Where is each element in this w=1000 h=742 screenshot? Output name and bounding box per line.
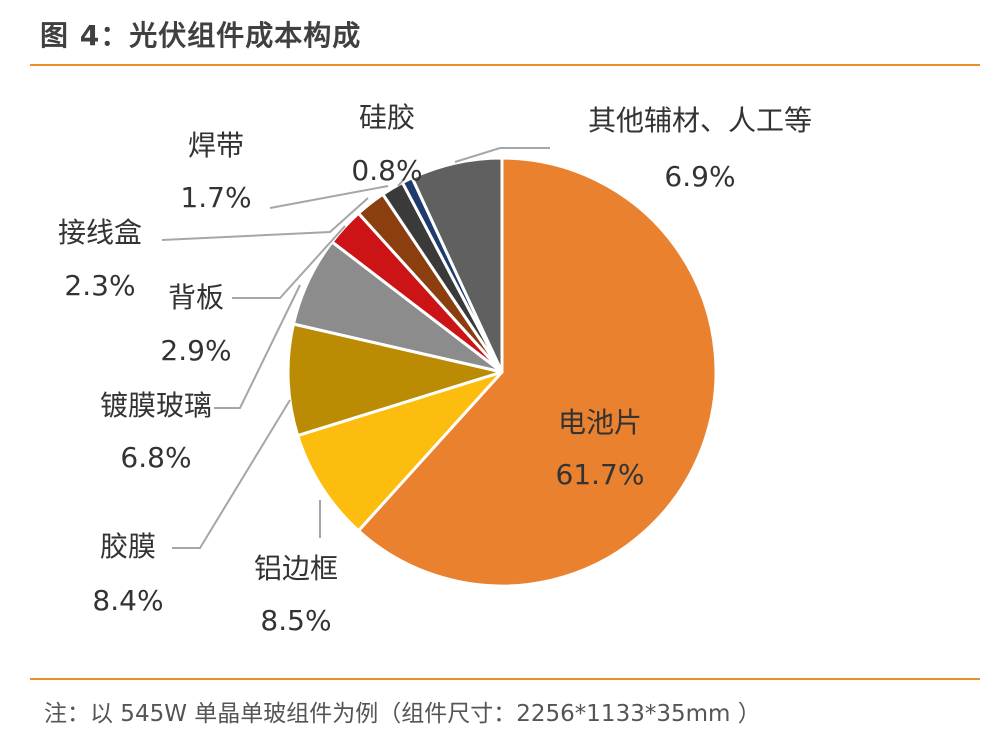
slice-4-value-label: 6.8% <box>120 441 191 474</box>
pie-slices <box>286 156 718 588</box>
slice-8-leader-line <box>397 177 406 187</box>
title-divider <box>30 64 980 66</box>
slice-5-category-label: 背板 <box>168 281 224 314</box>
slice-4-leader-line <box>214 284 301 409</box>
slice-6-value-label: 2.3% <box>64 269 135 302</box>
slice-7-leader-line <box>269 185 389 209</box>
slice-7-value-label: 1.7% <box>180 181 251 214</box>
slice-3-value-label: 8.4% <box>92 584 163 617</box>
slice-4-category-label: 镀膜玻璃 <box>100 389 212 422</box>
note-divider <box>30 678 980 680</box>
figure-title: 图 4：光伏组件成本构成 <box>40 19 362 52</box>
slice-5-value-label: 2.9% <box>160 334 231 367</box>
slice-3-category-label: 胶膜 <box>100 530 156 563</box>
slice-8-value-label: 0.8% <box>351 154 422 187</box>
slice-6-leader-line <box>161 197 369 241</box>
slice-9-wedge <box>410 156 504 374</box>
leader-lines <box>161 147 550 549</box>
slice-2-wedge <box>296 370 504 533</box>
slice-3-leader-line <box>172 399 291 549</box>
slice-1-category-label: 电池片 <box>558 406 642 439</box>
slice-9-leader-line <box>454 147 550 163</box>
slice-6-category-label: 接线盒 <box>58 216 142 249</box>
slice-9-value-label: 6.9% <box>664 160 735 193</box>
figure-note: 注：以 545W 单晶单玻组件为例（组件尺寸：2256*1133*35mm ） <box>44 701 761 727</box>
slice-9-category-label: 其他辅材、人工等 <box>588 104 812 137</box>
slice-1-wedge <box>356 156 718 588</box>
slice-5-leader-line <box>232 225 346 299</box>
slice-2-value-label: 8.5% <box>260 604 331 637</box>
slice-1-value-label: 61.7% <box>556 458 645 491</box>
slice-7-category-label: 焊带 <box>188 129 244 162</box>
slice-8-category-label: 硅胶 <box>359 101 415 134</box>
slice-2-category-label: 铝边框 <box>254 552 338 585</box>
slice-3-wedge <box>286 322 504 438</box>
slice-labels: 电池片 61.7% 铝边框 8.5% 胶膜 8.4% 镀膜玻璃 6.8% 背板 2.9% 接线盒 2.… <box>58 101 812 637</box>
